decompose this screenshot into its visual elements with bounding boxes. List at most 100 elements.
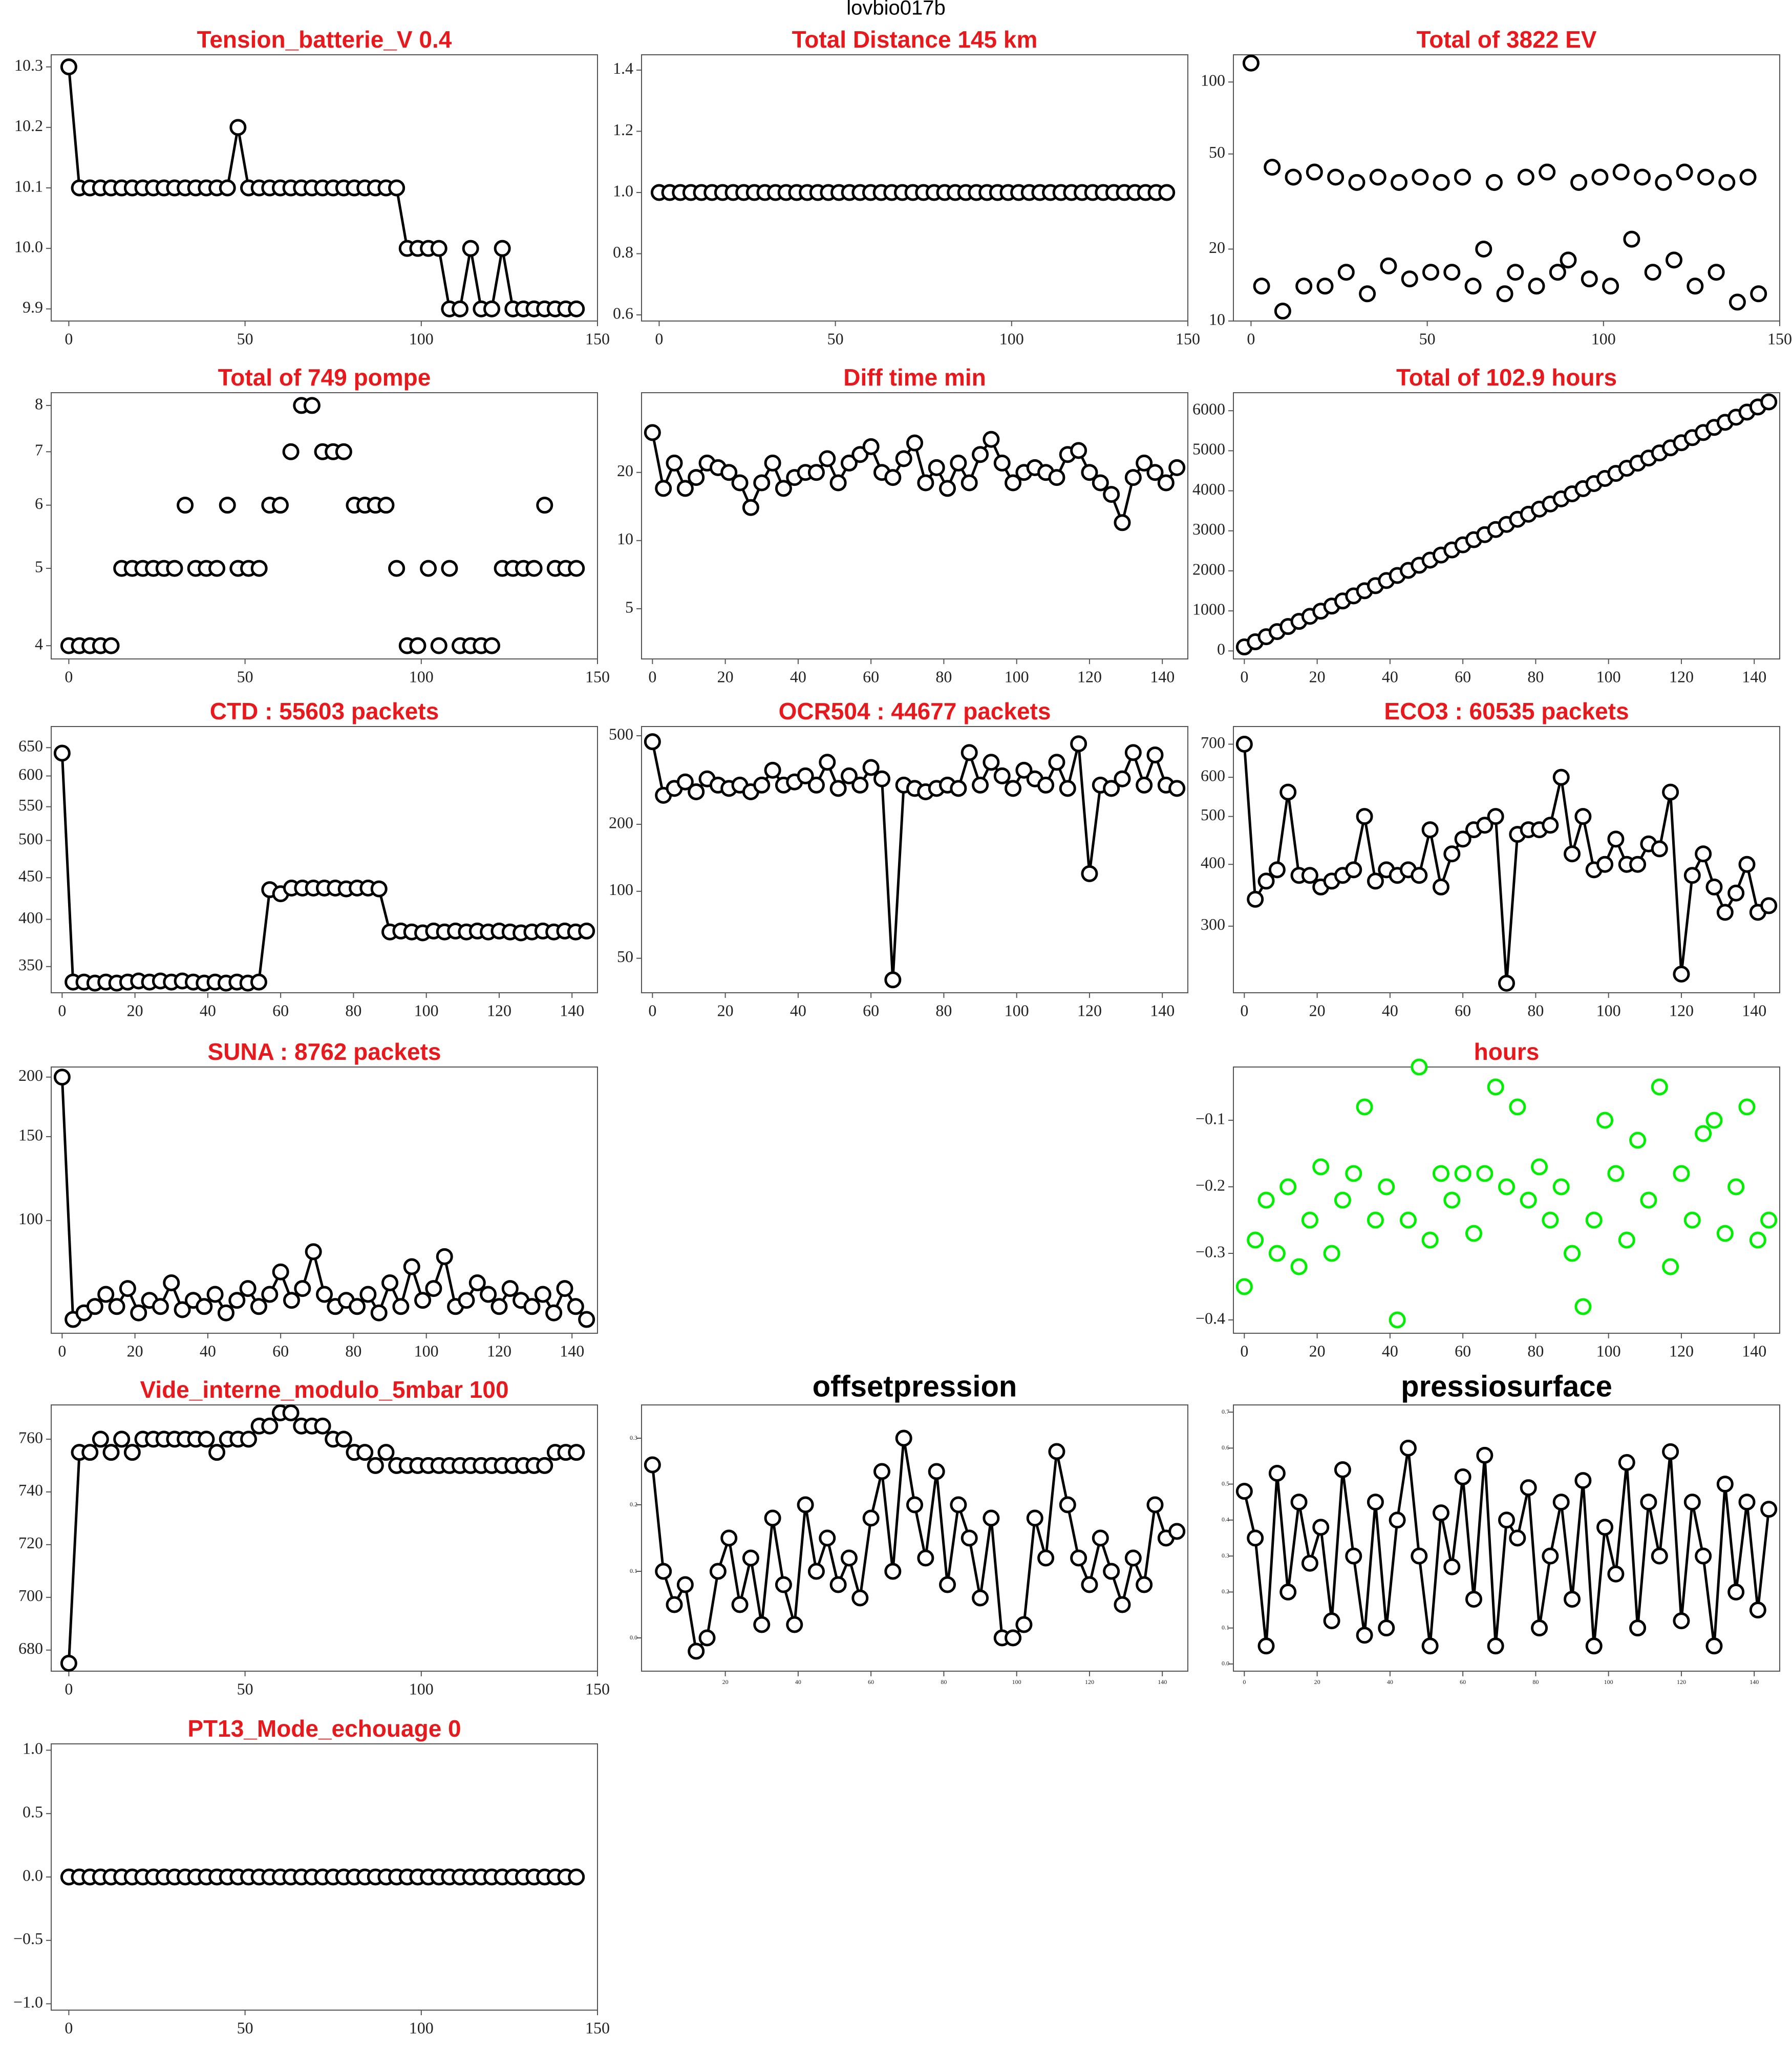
- data-point: [119, 1280, 136, 1297]
- data-point: [152, 1298, 169, 1315]
- data-point: [1585, 1637, 1603, 1655]
- data-point: [1158, 184, 1176, 201]
- data-point: [950, 454, 967, 472]
- data-point: [430, 240, 447, 257]
- data-point: [1705, 1112, 1723, 1129]
- data-point: [1574, 1298, 1592, 1315]
- y-tick-label: −0.2: [1196, 1176, 1225, 1194]
- data-point: [972, 1589, 989, 1607]
- plot-frame: [1233, 1066, 1780, 1334]
- data-point: [961, 1529, 978, 1547]
- data-point: [1048, 754, 1065, 771]
- data-point: [829, 1576, 847, 1593]
- data-point: [250, 973, 267, 991]
- data-point: [1683, 867, 1701, 884]
- x-tick-label: 0: [65, 1679, 73, 1698]
- data-point: [873, 770, 890, 787]
- data-point: [917, 1549, 934, 1567]
- data-point: [219, 497, 236, 514]
- data-point: [1443, 845, 1461, 863]
- data-point: [578, 922, 595, 940]
- data-point: [1081, 464, 1098, 481]
- y-tick-label: 0.1: [1222, 1624, 1229, 1631]
- data-point: [229, 119, 247, 136]
- data-point: [819, 450, 836, 467]
- data-point: [644, 733, 661, 751]
- data-point: [568, 1444, 585, 1461]
- x-tick-label: 0: [1240, 667, 1248, 686]
- data-point: [1323, 1245, 1340, 1262]
- data-point: [501, 1280, 519, 1297]
- data-point: [961, 474, 978, 492]
- data-point: [1124, 469, 1142, 486]
- data-point: [1168, 780, 1186, 797]
- y-tick-label: 2000: [1192, 560, 1225, 578]
- y-tick-label: −0.4: [1196, 1309, 1225, 1327]
- data-point: [1749, 1231, 1766, 1249]
- data-point: [1640, 1191, 1657, 1209]
- data-point: [1005, 780, 1022, 797]
- data-point: [1136, 454, 1153, 472]
- chart-title: SUNA : 8762 packets: [208, 1038, 441, 1065]
- data-point: [655, 480, 672, 497]
- x-tick-label: 60: [1455, 1001, 1471, 1019]
- data-point: [1539, 163, 1556, 181]
- data-point: [1103, 780, 1120, 797]
- data-point: [1695, 1125, 1712, 1142]
- data-point: [1316, 278, 1334, 295]
- data-point: [1673, 1612, 1690, 1630]
- y-tick-label: 50: [1209, 143, 1225, 161]
- data-point: [1655, 174, 1672, 191]
- data-point: [1367, 872, 1384, 890]
- data-point: [1279, 1178, 1297, 1196]
- data-point: [1337, 264, 1355, 281]
- x-tick-label: 100: [409, 667, 434, 686]
- x-tick-label: 0: [65, 329, 73, 348]
- data-point: [1411, 1058, 1428, 1076]
- data-point: [1345, 1165, 1362, 1182]
- data-point: [1369, 168, 1386, 186]
- data-point: [884, 469, 902, 486]
- data-point: [731, 1596, 749, 1613]
- data-point: [1412, 168, 1429, 186]
- plot-frame: [51, 1066, 598, 1334]
- data-point: [742, 499, 759, 516]
- data-point: [1629, 1619, 1647, 1637]
- data-point: [1542, 1211, 1559, 1229]
- y-tick-label: 150: [18, 1125, 43, 1144]
- data-point: [1564, 845, 1581, 863]
- data-point: [545, 1304, 563, 1321]
- x-tick-label: 120: [487, 1341, 511, 1360]
- x-tick-label: 100: [414, 1341, 439, 1360]
- x-tick-label: 50: [237, 1679, 253, 1698]
- data-point: [261, 1417, 279, 1435]
- data-point: [1673, 1165, 1690, 1182]
- y-tick-label: 4000: [1192, 480, 1225, 498]
- x-tick-label: 0: [65, 667, 73, 686]
- x-tick-label: 120: [1677, 1678, 1686, 1686]
- data-point: [819, 1529, 836, 1547]
- x-tick-label: 60: [1460, 1678, 1466, 1686]
- data-point: [1295, 278, 1313, 295]
- data-point: [644, 1456, 661, 1474]
- data-point: [775, 480, 792, 497]
- y-tick-label: 5000: [1192, 440, 1225, 458]
- data-point: [1552, 1494, 1570, 1511]
- data-point: [862, 438, 880, 455]
- data-point: [742, 1549, 759, 1567]
- data-point: [568, 1868, 585, 1886]
- data-point: [1081, 865, 1098, 882]
- data-point: [807, 776, 825, 794]
- x-tick-label: 40: [1382, 1001, 1398, 1019]
- data-point: [1401, 270, 1418, 288]
- data-point: [53, 1069, 71, 1086]
- data-point: [1738, 1494, 1756, 1511]
- data-point: [1487, 1078, 1504, 1096]
- data-point: [86, 1298, 103, 1315]
- x-tick-label: 140: [1750, 1678, 1759, 1686]
- chart-title: Vide_interne_modulo_5mbar 100: [140, 1376, 508, 1403]
- data-point: [644, 424, 661, 441]
- data-point: [840, 767, 858, 784]
- x-tick-label: 0: [65, 2018, 73, 2037]
